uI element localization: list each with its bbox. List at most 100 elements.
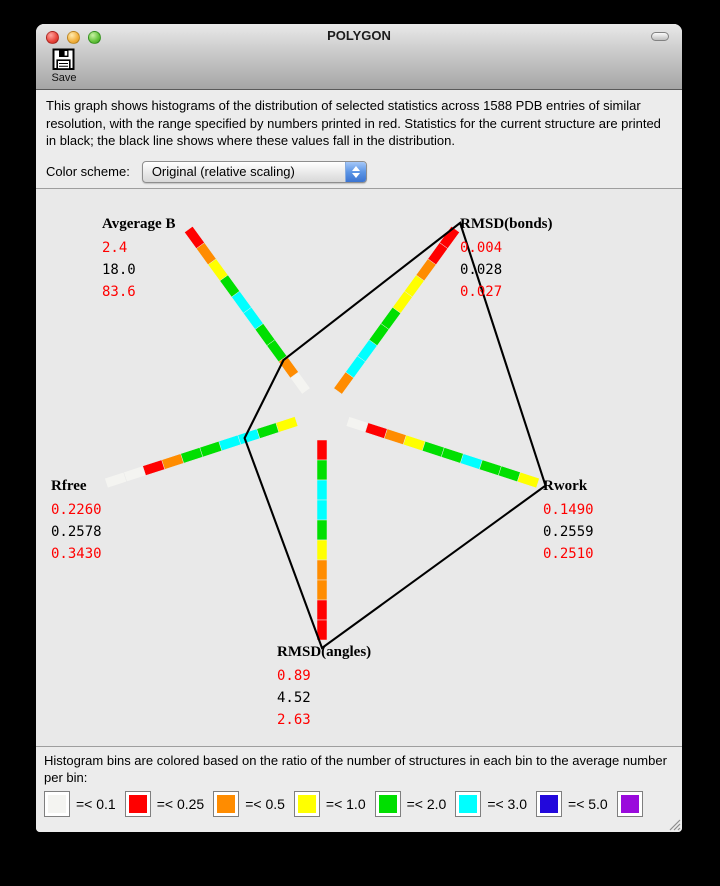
legend-swatch-color-red <box>128 795 147 813</box>
axis-label-avg_b: Avgerage B <box>102 216 176 232</box>
legend-swatch-yellow <box>293 791 320 817</box>
histogram-bin-rmsd_angles-cyan <box>316 479 328 501</box>
legend-label-orange: =< 0.5 <box>245 796 285 812</box>
histogram-bin-rwork-orange <box>383 428 407 445</box>
histogram-bin-rfree-white <box>123 465 147 483</box>
legend-swatch-color-orange <box>217 795 236 813</box>
axis-label-rmsd_angles: RMSD(angles) <box>277 644 372 660</box>
zoom-button[interactable] <box>88 31 101 44</box>
minimize-button[interactable] <box>67 31 80 44</box>
histogram-bin-rwork-green <box>478 459 502 476</box>
radar-histogram-chart <box>104 221 547 650</box>
axis-stats-rwork: Rwork 0.1490 0.2559 0.2510 <box>543 478 594 565</box>
legend-item-red: =< 0.25 <box>124 791 204 817</box>
legend-label-blue: =< 5.0 <box>568 796 608 812</box>
legend-item-blue: =< 5.0 <box>536 791 608 817</box>
histogram-bin-rwork-yellow <box>402 434 426 452</box>
axis-label-rfree: Rfree <box>51 478 87 494</box>
histogram-bin-rfree-green <box>180 447 204 464</box>
legend-label-yellow: =< 1.0 <box>325 796 366 812</box>
histogram-bin-rwork-yellow <box>516 471 540 489</box>
app-window: POLYGON Save This graph shows histograms… <box>36 24 682 832</box>
axis-stats-rmsd_angles: RMSD(angles) 0.89 4.52 2.63 <box>277 644 371 731</box>
toolbar-toggle-button[interactable] <box>651 32 669 41</box>
window-header: POLYGON Save <box>36 24 682 90</box>
color-scheme-dropdown[interactable]: Original (relative scaling) <box>141 161 367 183</box>
legend-label-cyan: =< 3.0 <box>487 796 528 812</box>
legend-swatch-color-blue <box>540 795 559 813</box>
legend-swatch-color-green <box>378 795 397 813</box>
description-panel: This graph shows histograms of the distr… <box>36 90 682 189</box>
legend-swatch-purple <box>616 791 643 817</box>
legend-label-green: =< 2.0 <box>406 796 447 812</box>
histogram-bin-rfree-green <box>256 422 280 439</box>
legend-swatch-red <box>124 791 151 817</box>
axis-range-max-rmsd_bonds: 0.027 <box>460 284 503 300</box>
axis-stats-rmsd_bonds: RMSD(bonds) 0.004 0.028 0.027 <box>460 216 553 303</box>
histogram-bin-rmsd_angles-orange <box>316 559 328 581</box>
legend-item-purple <box>616 791 643 817</box>
histogram-bin-rmsd_angles-red <box>316 599 328 621</box>
axis-stats-rfree: Rfree 0.2260 0.2578 0.3430 <box>51 478 102 565</box>
legend-item-yellow: =< 1.0 <box>293 791 366 817</box>
histogram-bin-rwork-green <box>440 447 464 464</box>
axis-range-max-rwork: 0.2510 <box>543 546 594 562</box>
histogram-bin-rfree-orange <box>161 453 185 470</box>
description-text: This graph shows histograms of the distr… <box>46 98 661 148</box>
axis-current-value-avg_b: 18.0 <box>102 262 136 278</box>
legend-label-white: =< 0.1 <box>76 796 116 812</box>
histogram-bin-rmsd_angles-cyan <box>316 499 328 521</box>
dropdown-stepper-icon <box>344 162 366 182</box>
save-button-label: Save <box>51 72 77 84</box>
histogram-bin-rwork-white <box>345 416 369 433</box>
axis-range-max-rmsd_angles: 2.63 <box>277 712 311 728</box>
histogram-bin-rfree-cyan <box>218 434 242 452</box>
histogram-bin-rfree-white <box>104 471 128 489</box>
axis-stats-avg_b: Avgerage B 2.4 18.0 83.6 <box>102 216 175 303</box>
histogram-bin-rwork-green <box>497 465 521 483</box>
legend-item-cyan: =< 3.0 <box>455 791 527 817</box>
legend-item-orange: =< 0.5 <box>213 791 285 817</box>
axis-range-min-avg_b: 2.4 <box>102 240 128 256</box>
legend-swatch-blue <box>536 791 563 817</box>
histogram-bin-rwork-green <box>421 440 445 458</box>
histogram-bin-rfree-red <box>142 459 166 476</box>
axis-range-min-rfree: 0.2260 <box>51 502 102 518</box>
histogram-bin-avg_b-red <box>184 226 205 249</box>
window-title: POLYGON <box>327 28 391 43</box>
axis-range-min-rwork: 0.1490 <box>543 502 594 518</box>
resize-grip[interactable] <box>667 817 681 831</box>
histogram-bin-rmsd_angles-red <box>316 439 328 461</box>
save-button[interactable]: Save <box>43 48 85 84</box>
legend-swatch-color-yellow <box>297 795 316 813</box>
color-scheme-row: Color scheme: Original (relative scaling… <box>46 160 367 184</box>
legend-swatch-cyan <box>455 791 482 817</box>
histogram-bin-rmsd_angles-yellow <box>316 539 328 561</box>
legend-row: =< 0.1 =< 0.25 =< 0.5 =< 1.0 =< 2.0 =< 3.0 =< … <box>44 791 652 817</box>
axis-range-max-rfree: 0.3430 <box>51 546 102 562</box>
legend-swatch-orange <box>213 791 240 817</box>
legend-swatch-color-cyan <box>459 795 478 813</box>
axis-current-value-rmsd_bonds: 0.028 <box>460 262 503 278</box>
histogram-bin-rfree-green <box>199 440 223 458</box>
plot-canvas: Avgerage B 2.4 18.0 83.6 RMSD(bonds) 0.004 0.0… <box>36 189 682 746</box>
legend-swatch-white <box>44 791 70 817</box>
axis-range-min-rmsd_angles: 0.89 <box>277 668 311 684</box>
legend-item-green: =< 2.0 <box>374 791 447 817</box>
axis-range-max-avg_b: 83.6 <box>102 284 136 300</box>
legend-swatch-color-white <box>48 795 66 813</box>
axis-label-rwork: Rwork <box>543 478 588 494</box>
histogram-bin-rmsd_angles-green <box>316 519 328 541</box>
axis-range-min-rmsd_bonds: 0.004 <box>460 240 503 256</box>
color-scheme-selected-value: Original (relative scaling) <box>151 164 295 179</box>
histogram-bin-rwork-red <box>364 422 388 439</box>
legend-description-text: Histogram bins are colored based on the … <box>44 753 667 785</box>
histogram-bin-rfree-yellow <box>275 416 299 433</box>
axis-current-value-rmsd_angles: 4.52 <box>277 690 311 706</box>
legend-item-white: =< 0.1 <box>44 791 116 817</box>
legend-panel: Histogram bins are colored based on the … <box>36 746 682 832</box>
legend-swatch-green <box>374 791 401 817</box>
histogram-bin-rmsd_angles-orange <box>316 579 328 601</box>
close-button[interactable] <box>46 31 59 44</box>
